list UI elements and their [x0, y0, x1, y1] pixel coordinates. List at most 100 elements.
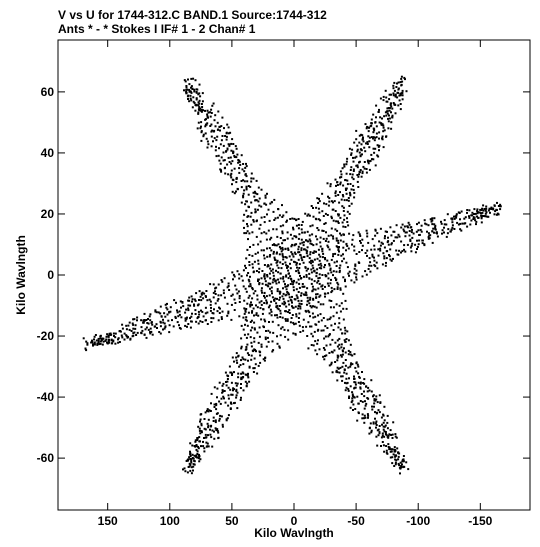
uv-point: [365, 171, 368, 174]
uv-point: [268, 272, 271, 275]
uv-point: [375, 116, 377, 119]
uv-point: [244, 203, 247, 206]
uv-point: [321, 250, 324, 253]
uv-point: [266, 274, 269, 276]
uv-point: [230, 172, 233, 175]
uv-point: [293, 217, 296, 220]
uv-point: [487, 209, 490, 212]
uv-point: [205, 118, 207, 121]
uv-point: [84, 347, 87, 350]
uv-point: [270, 286, 273, 289]
uv-point: [456, 221, 459, 224]
uv-point: [350, 166, 353, 169]
uv-point: [344, 359, 347, 361]
uv-point: [386, 112, 389, 115]
uv-point: [213, 137, 216, 140]
uv-point: [182, 305, 185, 308]
uv-point: [220, 279, 223, 281]
uv-point: [363, 167, 366, 170]
uv-point: [337, 253, 340, 256]
uv-point: [193, 463, 196, 466]
uv-point: [188, 456, 191, 459]
uv-point: [273, 256, 276, 259]
uv-point: [221, 384, 224, 387]
uv-point: [238, 167, 241, 170]
uv-point: [226, 163, 229, 166]
uv-point: [242, 163, 245, 165]
uv-point: [281, 263, 284, 265]
uv-point: [246, 223, 248, 225]
uv-point: [386, 435, 389, 438]
uv-point: [309, 240, 312, 242]
uv-point: [317, 301, 320, 304]
uv-point: [328, 264, 331, 267]
uv-point: [355, 370, 358, 373]
uv-point: [249, 275, 251, 278]
uv-point: [215, 408, 218, 411]
uv-point: [224, 371, 227, 374]
uv-point: [270, 269, 273, 272]
uv-point: [198, 107, 201, 110]
uv-point: [480, 209, 483, 211]
uv-point: [176, 309, 178, 312]
uv-point: [326, 259, 329, 262]
uv-point: [278, 305, 281, 307]
uv-point: [377, 248, 380, 251]
uv-point: [378, 121, 381, 124]
uv-point: [321, 192, 324, 195]
uv-point: [215, 286, 218, 289]
uv-point: [254, 349, 257, 351]
uv-point: [125, 324, 128, 327]
uv-point: [390, 93, 393, 96]
uv-point: [213, 308, 215, 311]
uv-point: [411, 242, 414, 245]
uv-point: [210, 135, 213, 138]
uv-point: [314, 349, 317, 352]
uv-point: [106, 333, 109, 336]
uv-point: [394, 433, 397, 436]
uv-point: [484, 215, 487, 218]
uv-point: [346, 183, 349, 186]
uv-point: [342, 276, 345, 279]
uv-point: [145, 326, 148, 329]
uv-point: [497, 205, 500, 207]
uv-point: [383, 419, 386, 422]
uv-point: [298, 272, 301, 275]
uv-point: [253, 337, 256, 340]
uv-point: [311, 290, 314, 293]
uv-point: [102, 340, 105, 343]
uv-point: [185, 85, 188, 87]
uv-point: [310, 282, 313, 285]
uv-point: [303, 256, 305, 258]
uv-point: [273, 243, 276, 246]
uv-point: [374, 121, 377, 124]
uv-point: [282, 275, 285, 278]
uv-point: [329, 185, 332, 188]
uv-point: [239, 387, 242, 389]
uv-point: [315, 306, 318, 309]
uv-point: [350, 152, 353, 155]
uv-point: [312, 267, 315, 270]
uv-point: [246, 343, 249, 346]
uv-point: [218, 417, 221, 420]
uv-point: [348, 191, 351, 194]
uv-point: [431, 241, 434, 244]
uv-point: [402, 228, 405, 231]
uv-point: [345, 192, 348, 195]
uv-point: [260, 289, 263, 292]
uv-point: [330, 291, 333, 294]
uv-point: [475, 223, 477, 226]
uv-point: [251, 326, 254, 329]
uv-point: [472, 216, 475, 219]
uv-point: [197, 445, 200, 448]
uv-point: [379, 249, 382, 252]
uv-point: [190, 86, 192, 89]
uv-point: [200, 110, 203, 113]
uv-point: [145, 336, 148, 339]
uv-point: [256, 193, 259, 196]
uv-point: [361, 138, 364, 140]
uv-point: [347, 272, 350, 275]
uv-point: [218, 381, 221, 384]
uv-point: [245, 165, 248, 168]
uv-point: [218, 147, 220, 150]
